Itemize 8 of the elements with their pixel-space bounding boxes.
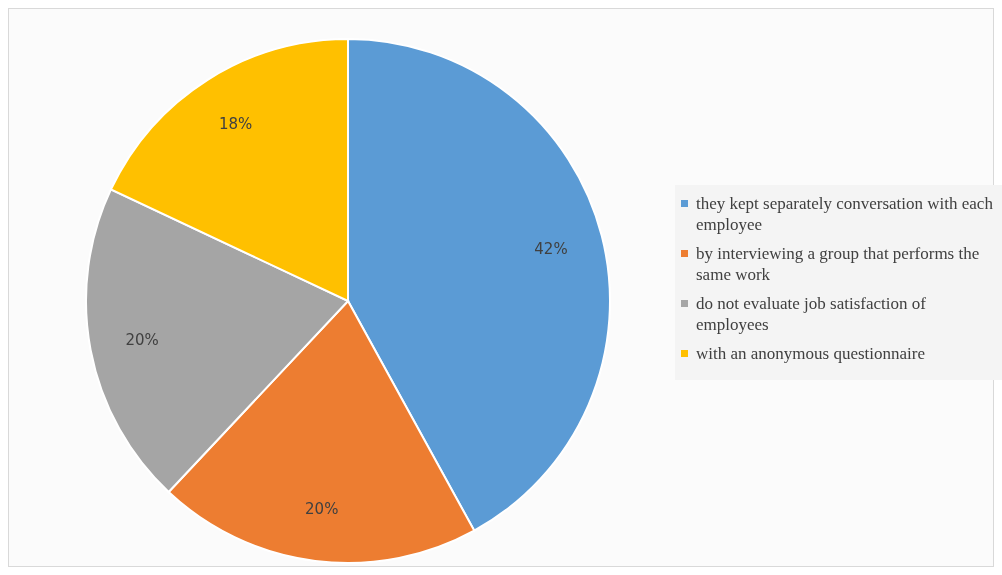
data-label: 18% <box>219 115 253 134</box>
legend-label: with an anonymous questionnaire <box>696 343 925 364</box>
legend-label: do not evaluate job satisfaction of employees <box>696 293 927 335</box>
data-label: 20% <box>305 499 339 518</box>
legend-label: they kept separately conversation with each employee <box>696 193 994 235</box>
data-label: 20% <box>125 331 159 350</box>
legend-label: by interviewing a group that performs the same work <box>696 243 981 285</box>
data-label: 42% <box>534 239 568 258</box>
